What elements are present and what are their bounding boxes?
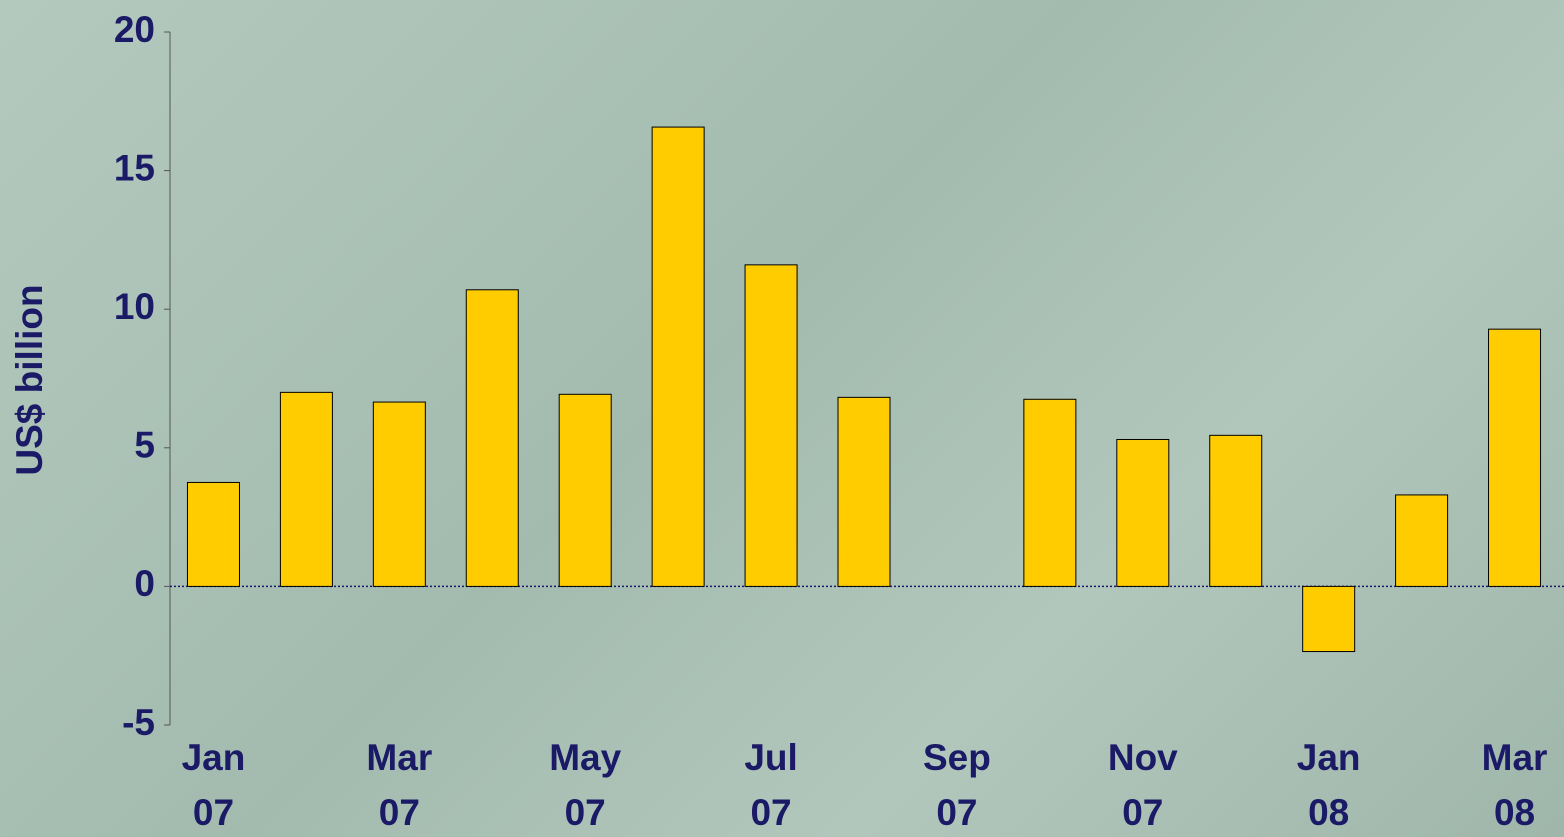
bar [1210, 435, 1262, 586]
y-tick-label: 5 [134, 425, 155, 466]
bar [373, 402, 425, 586]
bar [1303, 586, 1355, 651]
bar [559, 394, 611, 586]
y-tick-label: 10 [114, 286, 155, 327]
bar [838, 397, 890, 586]
y-tick-label: 20 [114, 9, 155, 50]
bar [1024, 399, 1076, 586]
y-axis-label: US$ billion [9, 284, 50, 475]
y-tick-label: 15 [114, 147, 155, 188]
bar [745, 265, 797, 587]
bar [1396, 495, 1448, 586]
bar [652, 127, 704, 586]
y-tick-label: -5 [122, 702, 155, 743]
y-tick-label: 0 [134, 563, 155, 604]
bar [1117, 439, 1169, 586]
chart: US$ billion -5 0 5 10 15 20 Jan07 Mar07 May07 Jul… [0, 0, 1564, 837]
bar [280, 392, 332, 586]
bar [1489, 329, 1541, 586]
bar [466, 290, 518, 587]
page: US$ billion -5 0 5 10 15 20 Jan07 Mar07 May07 Jul… [0, 0, 1564, 837]
bar [187, 482, 239, 586]
